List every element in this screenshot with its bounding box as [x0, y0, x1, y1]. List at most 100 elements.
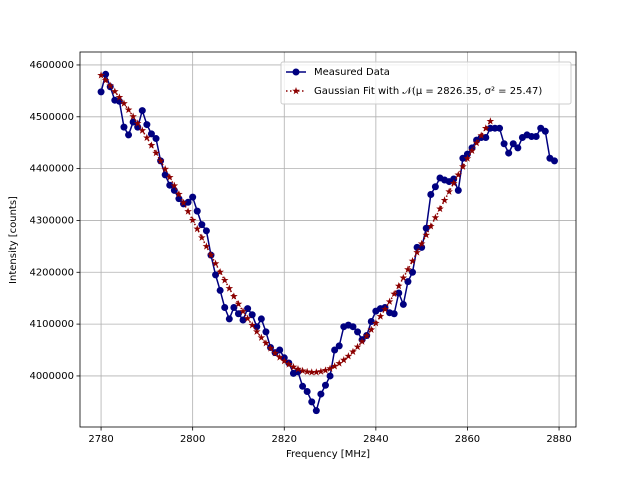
data-point	[463, 150, 471, 158]
data-point	[427, 191, 435, 199]
data-point	[133, 119, 142, 127]
data-point	[454, 170, 463, 179]
data-point	[422, 224, 430, 232]
x-tick-label: 2880	[546, 434, 571, 445]
data-point	[143, 121, 151, 129]
data-point	[230, 304, 238, 312]
data-point	[120, 123, 128, 131]
y-tick-label: 4300000	[29, 215, 74, 226]
data-point	[271, 349, 279, 357]
data-point	[408, 256, 417, 265]
data-point	[330, 362, 339, 370]
data-point	[221, 304, 229, 312]
data-point	[262, 339, 270, 347]
data-point	[354, 328, 362, 336]
data-point	[417, 239, 426, 248]
data-point	[431, 213, 440, 221]
data-point	[262, 328, 270, 336]
data-point	[541, 127, 549, 135]
data-point	[496, 124, 504, 132]
y-tick-label: 4500000	[29, 112, 74, 123]
data-point	[243, 314, 252, 322]
data-point	[349, 323, 357, 331]
data-point	[198, 221, 206, 229]
data-point	[395, 289, 403, 297]
data-point	[408, 268, 416, 276]
data-point	[362, 331, 371, 340]
data-point	[468, 146, 476, 154]
data-point	[303, 387, 311, 395]
data-point	[193, 207, 201, 215]
data-point	[257, 315, 265, 323]
data-point	[129, 112, 137, 120]
data-point	[212, 271, 220, 279]
legend: Measured Data Gaussian Fit with 𝒩(μ = 282…	[280, 61, 572, 105]
data-point	[532, 132, 540, 140]
data-point	[101, 76, 110, 84]
data-point	[239, 316, 247, 324]
data-point	[280, 357, 289, 365]
data-point	[481, 124, 490, 132]
data-point	[344, 352, 353, 360]
data-point	[147, 130, 155, 138]
data-point	[349, 347, 357, 355]
data-point	[449, 179, 458, 187]
data-point	[234, 300, 243, 308]
data-point	[102, 70, 110, 78]
data-point	[472, 139, 481, 147]
data-point	[299, 382, 307, 390]
x-tick-label: 2820	[272, 434, 297, 445]
data-point	[312, 407, 320, 415]
data-point	[367, 325, 376, 333]
data-point	[431, 183, 439, 191]
data-point	[152, 135, 160, 143]
data-point	[308, 398, 316, 406]
y-axis-label: Intensity [counts]	[8, 196, 19, 284]
data-point	[285, 360, 293, 368]
data-point	[239, 307, 247, 315]
data-point	[220, 276, 229, 284]
data-point	[138, 107, 146, 115]
data-point	[289, 362, 298, 371]
data-point	[266, 344, 275, 352]
data-point	[184, 198, 192, 206]
data-point	[404, 265, 412, 273]
data-point	[445, 187, 453, 195]
data-point	[193, 224, 202, 233]
data-point	[340, 356, 348, 364]
data-point	[477, 131, 485, 139]
plot-frame	[79, 51, 577, 428]
data-point	[298, 366, 307, 374]
data-point	[450, 175, 458, 183]
data-point	[440, 196, 449, 204]
data-point	[335, 342, 343, 350]
data-point	[166, 181, 174, 189]
data-point	[399, 300, 407, 308]
legend-box	[280, 61, 572, 105]
data-point	[436, 204, 444, 213]
data-point	[111, 87, 119, 95]
data-point	[307, 368, 316, 376]
data-point	[317, 367, 325, 375]
data-point	[335, 359, 344, 367]
y-tick-label: 4400000	[29, 164, 74, 175]
legend-label: Measured Data	[314, 67, 390, 78]
y-tick-label: 4000000	[29, 371, 74, 382]
data-point	[514, 144, 522, 152]
data-point	[275, 353, 284, 361]
data-point	[404, 278, 412, 286]
data-point	[394, 282, 403, 290]
data-point	[202, 242, 211, 250]
data-point	[509, 140, 517, 148]
data-point	[161, 165, 169, 173]
data-point	[170, 186, 178, 194]
data-point	[106, 81, 115, 90]
data-point	[321, 366, 330, 374]
data-point	[463, 154, 472, 162]
data-point	[399, 273, 408, 282]
data-point	[207, 251, 215, 259]
data-point	[248, 321, 257, 329]
data-point	[427, 222, 435, 230]
data-point	[184, 207, 192, 215]
